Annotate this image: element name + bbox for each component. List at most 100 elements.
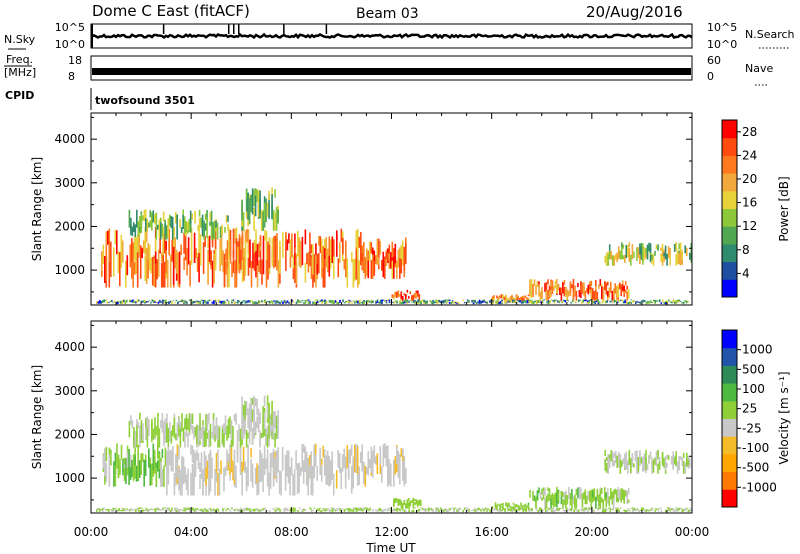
echo-cell xyxy=(586,301,589,305)
echo-cell xyxy=(538,509,541,512)
echo-cell xyxy=(166,302,169,304)
echo-cell xyxy=(474,300,476,302)
echo-cell xyxy=(97,508,100,510)
echo-cell xyxy=(657,463,659,474)
echo-cell xyxy=(343,509,346,512)
echo-cell xyxy=(624,491,627,497)
echo-cell xyxy=(614,254,617,260)
echo-cell xyxy=(304,229,307,245)
echo-cell xyxy=(645,247,647,252)
echo-cell xyxy=(138,230,140,258)
echo-cell xyxy=(364,257,367,279)
echo-cell xyxy=(180,300,182,302)
echo-cell xyxy=(400,259,403,274)
echo-cell xyxy=(270,300,272,303)
echo-cell xyxy=(247,432,249,439)
echo-cell xyxy=(597,507,599,510)
echo-cell xyxy=(184,510,187,512)
echo-cell xyxy=(301,299,304,302)
echo-cell xyxy=(397,508,400,511)
echo-cell xyxy=(291,299,293,302)
echo-cell xyxy=(545,495,548,503)
echo-cell xyxy=(281,453,284,471)
echo-cell xyxy=(169,300,172,303)
echo-cell xyxy=(313,254,316,283)
echo-cell xyxy=(113,461,115,487)
echo-cell xyxy=(196,301,199,304)
echo-cell xyxy=(511,295,513,300)
echo-cell xyxy=(184,507,187,511)
echo-cell xyxy=(403,456,406,480)
echo-cell xyxy=(627,462,629,474)
echo-cell xyxy=(408,498,410,502)
echo-cell xyxy=(612,508,614,511)
nsearch-tick-high: 10^5 xyxy=(707,21,737,34)
echo-cell xyxy=(436,509,439,512)
echo-cell xyxy=(616,455,618,468)
echo-cell xyxy=(167,218,169,238)
echo-cell xyxy=(248,198,251,225)
echo-cell xyxy=(645,249,647,256)
echo-cell xyxy=(157,426,159,448)
echo-cell xyxy=(263,445,266,476)
echo-cell xyxy=(429,300,431,302)
echo-cell xyxy=(112,302,115,304)
echo-cell xyxy=(294,507,296,509)
echo-cell xyxy=(205,467,207,486)
echo-cell xyxy=(199,234,202,266)
colorbar-swatch xyxy=(722,330,737,349)
echo-cell xyxy=(611,491,614,505)
echo-cell xyxy=(556,495,558,508)
echo-cell xyxy=(352,300,355,302)
echo-cell xyxy=(550,289,552,297)
echo-cell xyxy=(194,210,196,224)
echo-cell xyxy=(548,290,551,298)
echo-cell xyxy=(152,428,155,440)
echo-cell xyxy=(666,255,668,260)
echo-cell xyxy=(117,509,119,512)
echo-cell xyxy=(681,457,683,466)
echo-cell xyxy=(673,244,676,252)
echo-cell xyxy=(613,291,615,301)
echo-cell xyxy=(177,508,179,512)
echo-cell xyxy=(140,453,142,475)
echo-cell xyxy=(223,300,226,304)
echo-cell xyxy=(175,474,177,483)
echo-cell xyxy=(223,433,225,448)
echo-cell xyxy=(352,460,354,474)
echo-cell xyxy=(155,215,158,235)
echo-cell xyxy=(601,286,603,300)
echo-cell xyxy=(298,238,301,266)
echo-cell xyxy=(480,301,482,304)
echo-cell xyxy=(112,507,115,510)
echo-cell xyxy=(128,458,130,485)
echo-cell xyxy=(123,458,126,465)
echo-cell xyxy=(415,293,418,299)
echo-cell xyxy=(372,258,374,279)
echo-cell xyxy=(587,491,590,501)
echo-cell xyxy=(669,254,671,266)
echo-cell xyxy=(690,508,693,511)
echo-cell xyxy=(114,508,116,510)
echo-cell xyxy=(138,509,140,513)
echo-cell xyxy=(636,300,639,303)
echo-cell xyxy=(630,507,632,509)
echo-cell xyxy=(666,253,668,266)
echo-cell xyxy=(604,459,606,471)
echo-cell xyxy=(513,299,515,302)
echo-cell xyxy=(134,224,137,237)
echo-cell xyxy=(430,508,433,510)
echo-cell xyxy=(583,282,585,296)
echo-cell xyxy=(325,455,327,477)
echo-cell xyxy=(274,235,277,267)
echo-cell xyxy=(144,454,147,462)
echo-cell xyxy=(505,504,507,507)
echo-cell xyxy=(203,451,206,474)
echo-cell xyxy=(402,301,404,304)
echo-cell xyxy=(99,300,101,303)
echo-cell xyxy=(517,297,519,299)
echo-cell xyxy=(623,490,625,504)
echo-cell xyxy=(232,299,235,302)
echo-cell xyxy=(310,244,313,254)
echo-cell xyxy=(481,507,484,511)
